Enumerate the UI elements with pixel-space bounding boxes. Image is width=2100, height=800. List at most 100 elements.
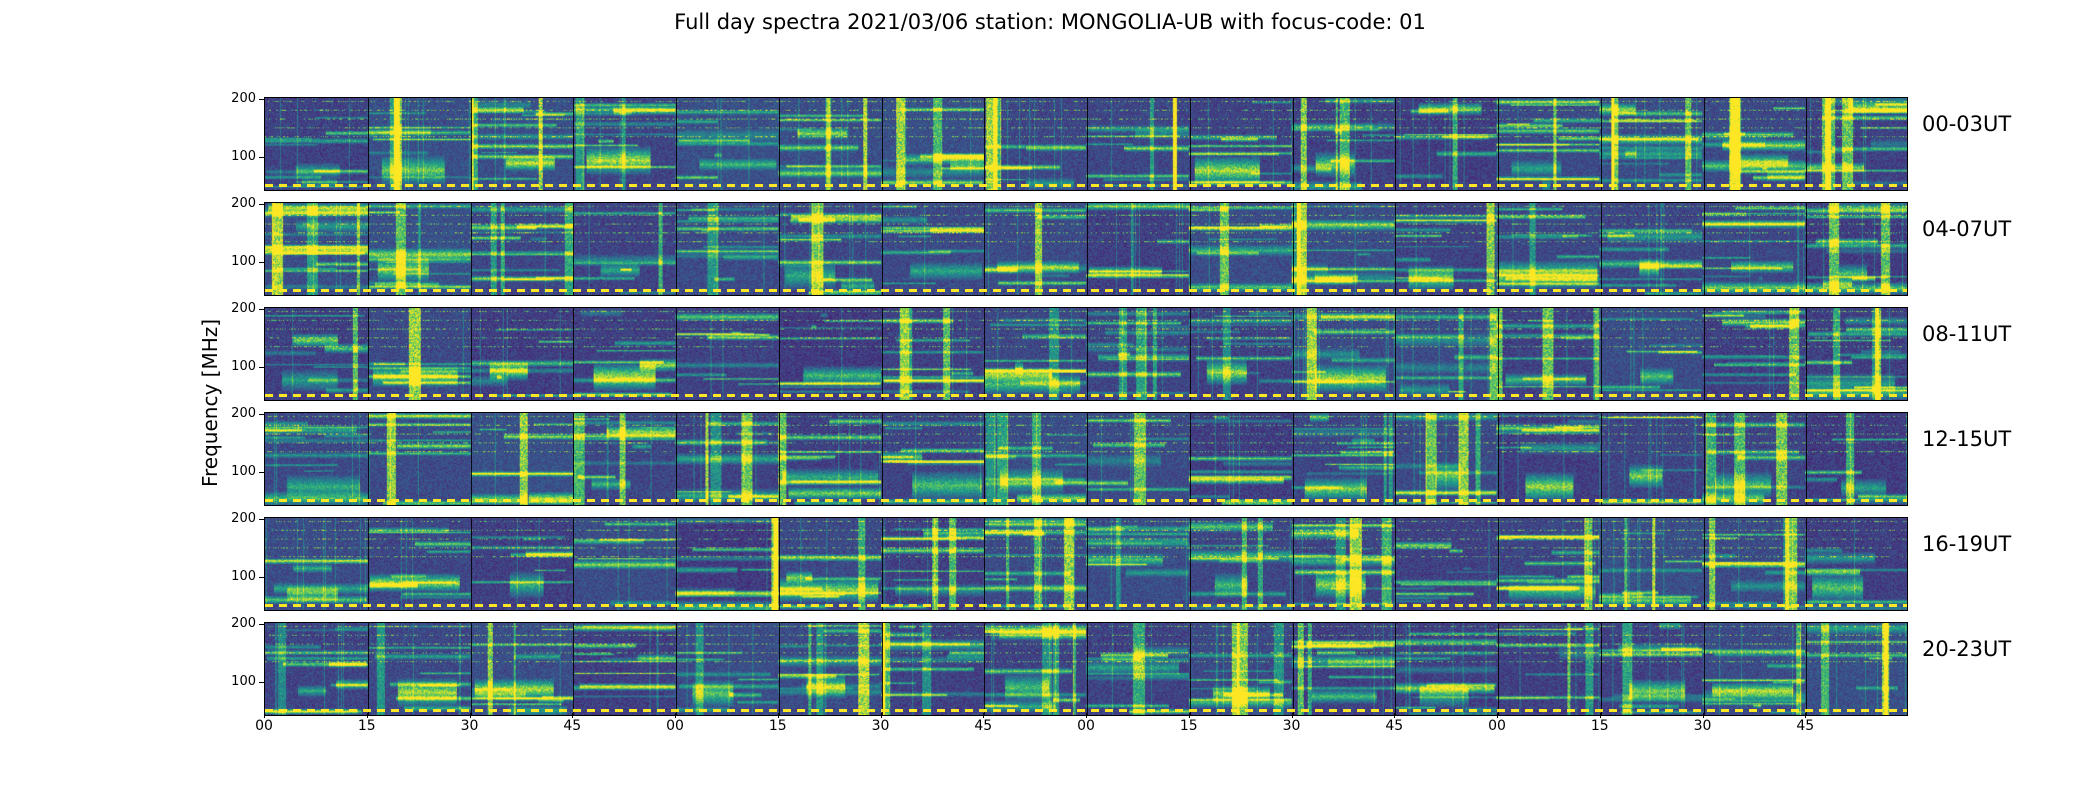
x-tick-mark	[675, 713, 676, 718]
block-divider	[1600, 203, 1602, 295]
block-divider	[676, 518, 677, 610]
spectrum-panel-00-03UT	[264, 97, 1908, 191]
block-divider	[470, 203, 472, 295]
x-tick-label: 30	[460, 718, 479, 734]
y-tick-mark	[259, 367, 264, 369]
x-tick-mark	[1497, 713, 1498, 718]
x-tick-mark	[1086, 713, 1087, 718]
spectrum-panel-08-11UT	[264, 307, 1908, 401]
block-divider	[778, 203, 780, 295]
block-divider	[1395, 98, 1397, 190]
y-tick-label: 100	[231, 254, 256, 270]
block-divider	[1703, 203, 1705, 295]
block-divider	[1498, 98, 1499, 190]
x-tick-mark	[1394, 713, 1396, 718]
block-divider	[778, 98, 780, 190]
hour-range-label: 00-03UT	[1922, 112, 2012, 136]
block-divider	[778, 518, 780, 610]
chart-title: Full day spectra 2021/03/06 station: MON…	[674, 10, 1426, 34]
block-divider	[573, 98, 575, 190]
x-tick-mark	[264, 713, 265, 718]
block-divider	[573, 413, 575, 505]
block-divider	[984, 413, 986, 505]
block-divider	[470, 623, 472, 715]
block-divider	[676, 623, 677, 715]
y-tick-mark	[259, 624, 264, 625]
y-tick-mark	[259, 414, 264, 415]
x-tick-label: 45	[563, 718, 582, 734]
block-divider	[1395, 203, 1397, 295]
x-tick-mark	[1702, 713, 1704, 718]
block-divider	[1292, 98, 1294, 190]
x-tick-label: 00	[1077, 718, 1095, 734]
x-tick-label: 15	[357, 718, 376, 734]
spectrum-panel-04-07UT	[264, 202, 1908, 296]
block-divider	[573, 308, 575, 400]
block-divider	[984, 518, 986, 610]
y-tick-mark	[259, 577, 264, 579]
block-divider	[1600, 413, 1602, 505]
y-tick-mark	[259, 262, 264, 264]
block-divider	[470, 98, 472, 190]
hour-range-label: 04-07UT	[1922, 217, 2012, 241]
y-tick-mark	[259, 472, 264, 474]
x-tick-label: 45	[1385, 718, 1404, 734]
block-divider	[367, 308, 369, 400]
block-divider	[367, 203, 369, 295]
y-axis-label: Frequency [MHz]	[198, 318, 222, 488]
block-divider	[470, 413, 472, 505]
x-tick-label: 15	[1590, 718, 1609, 734]
y-tick-label: 200	[231, 196, 256, 211]
x-tick-mark	[777, 713, 779, 718]
block-divider	[778, 308, 780, 400]
y-tick-mark	[259, 519, 264, 520]
block-divider	[1703, 98, 1705, 190]
block-divider	[778, 413, 780, 505]
spectrogram-canvas	[265, 623, 1907, 715]
x-tick-mark	[1291, 713, 1293, 718]
block-divider	[1498, 308, 1499, 400]
y-tick-label: 100	[231, 149, 256, 165]
block-divider	[984, 98, 986, 190]
x-tick-mark	[1188, 713, 1190, 718]
y-tick-label: 100	[231, 464, 256, 480]
y-tick-mark	[259, 204, 264, 205]
block-divider	[1806, 413, 1808, 505]
block-divider	[573, 518, 575, 610]
block-divider	[1292, 623, 1294, 715]
block-divider	[1498, 623, 1499, 715]
dashed-marker-line	[265, 709, 1907, 712]
block-divider	[1292, 413, 1294, 505]
block-divider	[676, 413, 677, 505]
block-divider	[1189, 308, 1191, 400]
block-divider	[1395, 518, 1397, 610]
block-divider	[1806, 308, 1808, 400]
block-divider	[676, 98, 677, 190]
y-tick-label: 200	[231, 91, 256, 106]
block-divider	[1498, 413, 1499, 505]
hour-range-label: 08-11UT	[1922, 322, 2012, 346]
x-tick-mark	[1805, 713, 1807, 718]
block-divider	[367, 518, 369, 610]
x-tick-label: 30	[1282, 718, 1301, 734]
y-tick-label: 100	[231, 359, 256, 375]
y-tick-label: 200	[231, 406, 256, 421]
x-tick-mark	[366, 713, 368, 718]
x-tick-label: 00	[255, 718, 273, 734]
y-tick-mark	[259, 157, 264, 159]
block-divider	[1703, 308, 1705, 400]
block-divider	[881, 308, 883, 400]
block-divider	[470, 308, 472, 400]
hour-range-label: 20-23UT	[1922, 637, 2012, 661]
block-divider	[881, 623, 883, 715]
spectrogram-canvas	[265, 413, 1907, 505]
y-tick-label: 200	[231, 616, 256, 631]
x-tick-mark	[1599, 713, 1601, 718]
block-divider	[881, 518, 883, 610]
block-divider	[573, 623, 575, 715]
y-tick-label: 200	[231, 511, 256, 526]
block-divider	[1806, 518, 1808, 610]
dashed-marker-line	[265, 184, 1907, 187]
x-tick-label: 00	[666, 718, 684, 734]
